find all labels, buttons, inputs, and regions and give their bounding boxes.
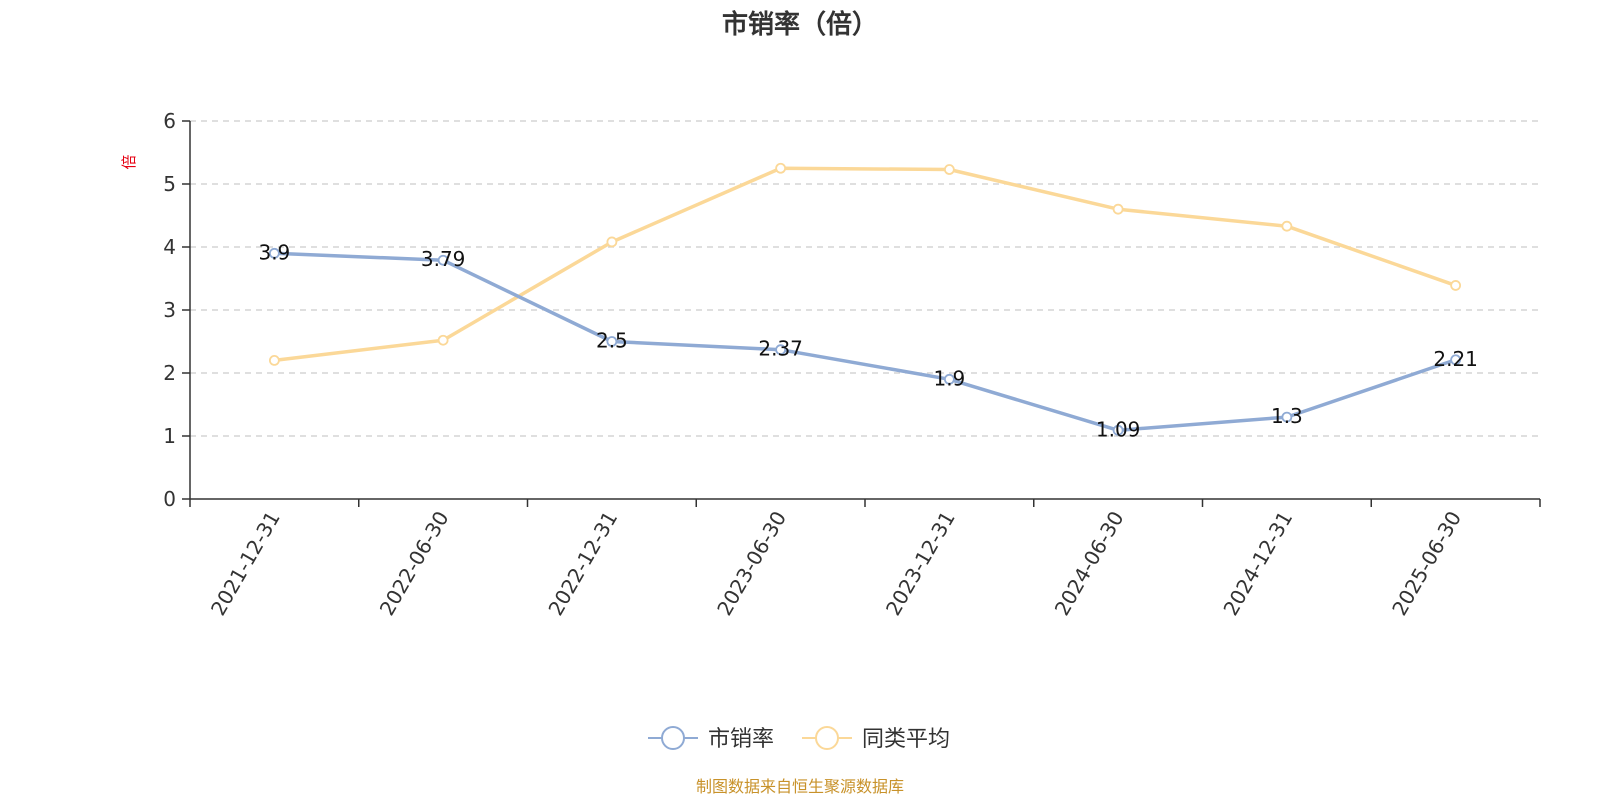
data-point	[437, 334, 449, 346]
data-point	[1112, 203, 1124, 215]
y-tick-label: 2	[163, 361, 176, 385]
y-tick-label: 5	[163, 172, 176, 196]
x-tick-label: 2024-06-30	[1050, 507, 1129, 620]
data-point	[606, 236, 618, 248]
x-tick-label: 2022-06-30	[375, 507, 454, 620]
data-point	[1281, 220, 1293, 232]
data-point	[268, 354, 280, 366]
y-axis-unit: 倍	[120, 154, 138, 169]
data-point	[437, 254, 449, 266]
data-point	[1450, 354, 1462, 366]
series-同类平均	[268, 162, 1462, 366]
legend-label: 同类平均	[862, 727, 950, 752]
data-point	[943, 373, 955, 385]
x-tick-labels: 2021-12-31 2022-06-30 2022-12-31 2023-06-30…	[206, 507, 1466, 620]
legend[interactable]: 市销率 同类平均	[648, 726, 950, 752]
legend-marker	[815, 726, 839, 750]
data-label: 1.3	[1271, 404, 1303, 428]
chart-title: 市销率（倍）	[722, 9, 878, 40]
source-note: 制图数据来自恒生聚源数据库	[696, 777, 904, 796]
data-point	[268, 247, 280, 259]
data-label: 2.21	[1433, 347, 1478, 371]
y-tick-label: 0	[163, 487, 176, 511]
y-tick-label: 6	[163, 109, 176, 133]
series-市销率	[268, 247, 1462, 436]
legend-marker	[661, 726, 685, 750]
data-label: 2.37	[758, 337, 803, 361]
x-tick-label: 2023-12-31	[881, 507, 960, 620]
data-point	[1112, 424, 1124, 436]
y-tick-label: 3	[163, 298, 176, 322]
x-tick-label: 2025-06-30	[1387, 507, 1466, 620]
x-tick-label: 2022-12-31	[543, 507, 622, 620]
y-tick-labels: 0 1 2 3 4 5 6	[163, 109, 176, 511]
data-point	[775, 162, 787, 174]
x-tick-label: 2021-12-31	[206, 507, 285, 620]
data-point	[606, 336, 618, 347]
series-line	[274, 166, 1457, 363]
data-point	[1281, 411, 1293, 423]
axes	[182, 120, 1541, 507]
legend-label: 市销率	[708, 727, 774, 752]
data-label: 1.9	[933, 366, 965, 390]
y-tick-label: 1	[163, 424, 176, 448]
x-tick-label: 2024-12-31	[1218, 507, 1297, 620]
x-tick-label: 2023-06-30	[712, 507, 791, 620]
legend-item[interactable]: 市销率	[648, 726, 774, 752]
data-label: 1.09	[1096, 417, 1141, 441]
series-line	[274, 251, 1457, 433]
series-group: 3.9 3.79 2.5 2.37 1.9 1.09 1.3 2.21	[258, 162, 1478, 441]
data-label: 2.5	[596, 329, 628, 353]
data-point	[943, 164, 955, 175]
data-point	[775, 344, 787, 356]
data-labels-市销率: 3.9 3.79 2.5 2.37 1.9 1.09 1.3 2.21	[258, 240, 1477, 441]
y-tick-label: 4	[163, 235, 176, 259]
data-label: 3.9	[258, 240, 290, 264]
data-point	[1450, 280, 1462, 291]
legend-item[interactable]: 同类平均	[802, 726, 950, 752]
data-label: 3.79	[421, 247, 466, 271]
grid	[190, 120, 1540, 437]
